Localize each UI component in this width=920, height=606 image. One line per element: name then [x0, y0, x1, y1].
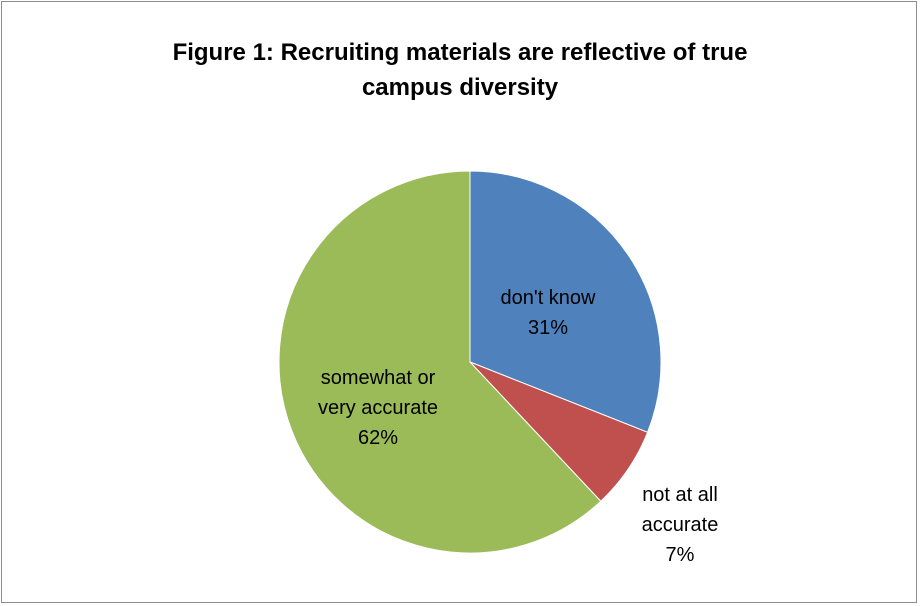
pie-slices [278, 170, 662, 554]
chart-title: Figure 1: Recruiting materials are refle… [2, 35, 918, 105]
slice-label-not-at-all-line-2: accurate [642, 514, 719, 536]
slice-label-dont-know: don't know [501, 287, 597, 309]
chart-title-line-2: campus diversity [361, 74, 559, 101]
data-label-somewhat-or-very-accurate: somewhat or very accurate 62% [318, 367, 438, 449]
chart-title-line-1: Figure 1: Recruiting materials are refle… [172, 39, 748, 66]
slice-label-somewhat-line-2: very accurate [318, 397, 438, 419]
slice-percent-somewhat: 62% [358, 427, 398, 449]
slice-percent-dont-know: 31% [528, 317, 568, 339]
data-label-dont-know: don't know 31% [501, 287, 597, 339]
pie-slice-don-t-know [469, 170, 662, 433]
data-label-not-at-all-accurate: not at all accurate 7% [642, 484, 719, 566]
slice-label-not-at-all-line-1: not at all [642, 484, 718, 506]
pie-slice-somewhat-or-very-accurate [278, 170, 602, 554]
slice-percent-not-at-all: 7% [666, 544, 695, 566]
slice-label-somewhat-line-1: somewhat or [321, 367, 436, 389]
